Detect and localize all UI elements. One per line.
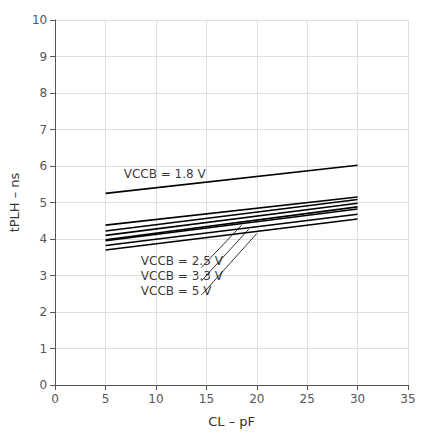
svg-text:VCCB = 3.3 V: VCCB = 3.3 V [141,269,224,283]
svg-text:4: 4 [40,232,48,246]
svg-text:VCCB = 2.5 V: VCCB = 2.5 V [140,254,223,269]
svg-text:15: 15 [199,392,214,406]
svg-text:5: 5 [40,196,48,210]
svg-text:VCCB = 5 V: VCCB = 5 V [141,284,212,298]
svg-text:10: 10 [148,392,163,406]
svg-text:CL – pF: CL – pF [208,414,255,429]
svg-text:25: 25 [300,392,315,406]
svg-text:1: 1 [40,342,48,356]
svg-text:9: 9 [40,50,48,64]
svg-text:35: 35 [400,392,415,406]
svg-text:VCCB = 1.8 V: VCCB = 1.8 V [124,167,207,181]
svg-text:30: 30 [350,392,365,406]
svg-text:3: 3 [40,269,48,283]
svg-text:7: 7 [40,123,48,137]
svg-text:2: 2 [40,305,48,319]
svg-text:tPLH – ns: tPLH – ns [7,172,22,232]
svg-text:6: 6 [40,159,48,173]
svg-text:20: 20 [249,392,264,406]
svg-text:0: 0 [40,378,48,392]
svg-text:0: 0 [51,392,59,406]
svg-text:5: 5 [102,392,110,406]
svg-text:10: 10 [32,13,47,27]
svg-text:8: 8 [40,86,48,100]
